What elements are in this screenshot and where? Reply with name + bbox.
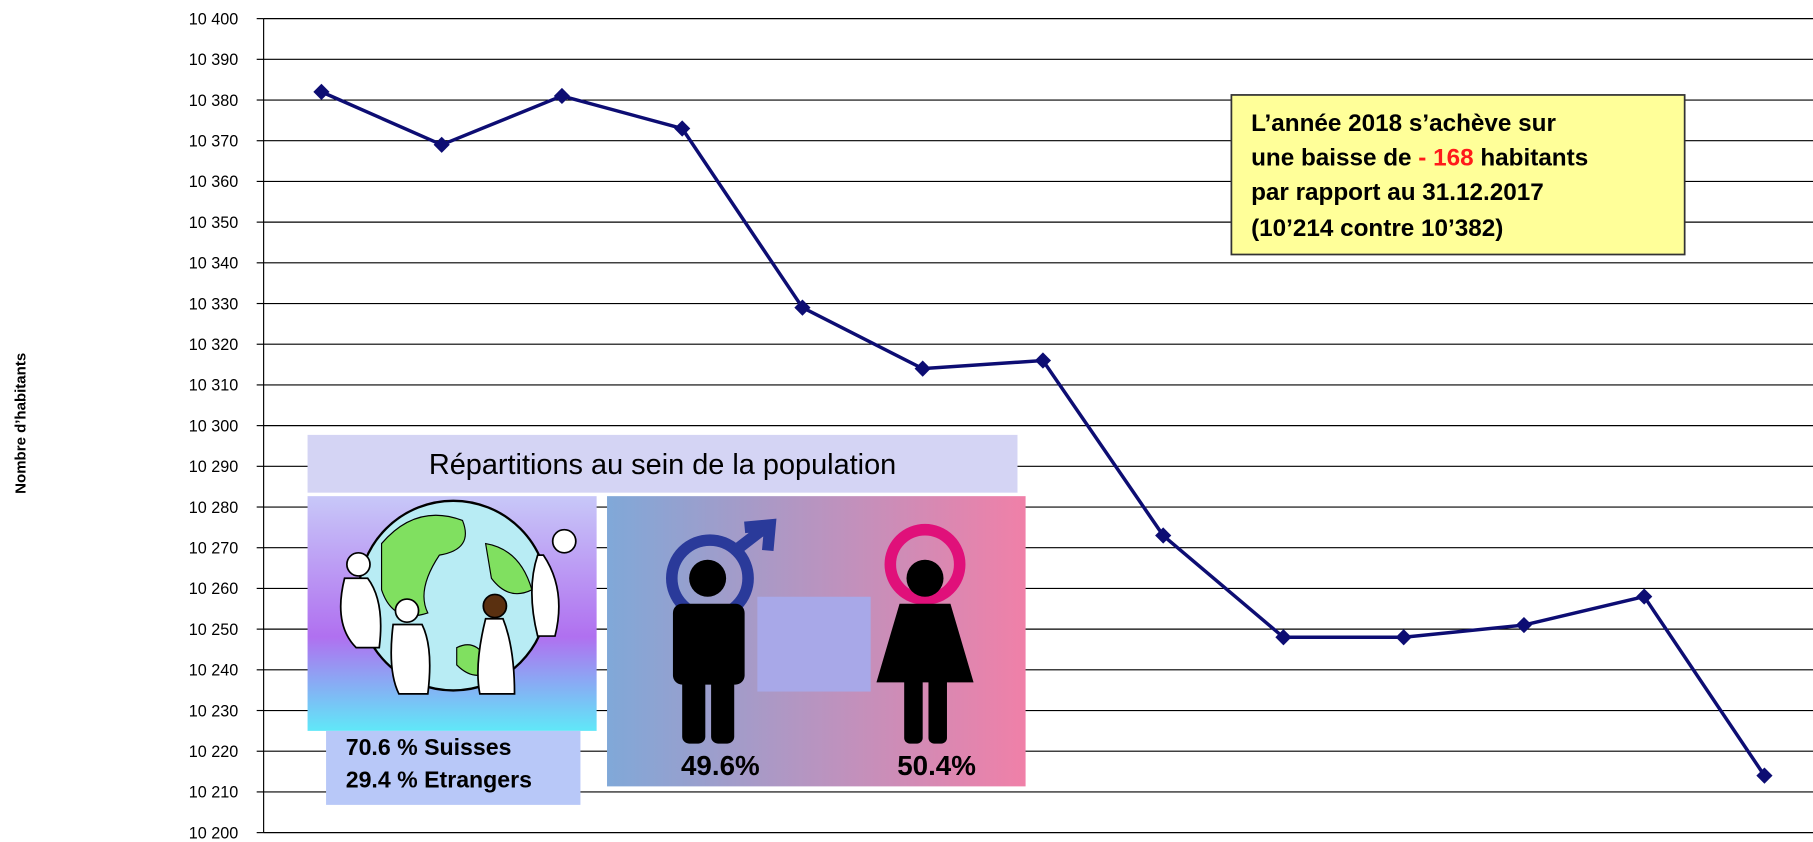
data-point bbox=[1516, 617, 1532, 633]
annotation-highlight: - 168 bbox=[1418, 144, 1473, 171]
y-tick-label: 10 360 bbox=[189, 173, 238, 191]
y-tick-label: 10 240 bbox=[189, 662, 238, 680]
y-tick-label: 10 200 bbox=[189, 824, 238, 842]
chart: Nombre d’habitants 10 200 10 210 10 220 10 … bbox=[0, 0, 1813, 842]
annotation-text: (10’214 contre 10’382) bbox=[1251, 215, 1503, 242]
inset: Répartitions au sein de la population 70… bbox=[308, 435, 1026, 805]
y-tick-label: 10 370 bbox=[189, 133, 238, 151]
swiss-share: 70.6 % Suisses bbox=[346, 734, 512, 760]
data-point bbox=[554, 88, 570, 104]
y-tick-label: 10 220 bbox=[189, 743, 238, 761]
y-tick-label: 10 270 bbox=[189, 540, 238, 558]
inset-title: Répartitions au sein de la population bbox=[429, 449, 896, 481]
y-tick-label: 10 320 bbox=[189, 336, 238, 354]
female-share: 50.4% bbox=[897, 750, 976, 781]
y-tick-label: 10 280 bbox=[189, 499, 238, 517]
data-point bbox=[1396, 629, 1412, 645]
y-tick-label: 10 260 bbox=[189, 580, 238, 598]
annotation-text: par rapport au 31.12.2017 bbox=[1251, 179, 1544, 206]
y-tick-label: 10 290 bbox=[189, 458, 238, 476]
y-tick-label: 10 250 bbox=[189, 621, 238, 639]
annotation-text: habitants bbox=[1474, 144, 1589, 171]
annotation-text: une baisse de - 168 habitants bbox=[1251, 144, 1588, 171]
y-tick-label: 10 300 bbox=[189, 417, 238, 435]
annotation: L’année 2018 s’achève sur une baisse de … bbox=[1231, 95, 1684, 255]
annotation-text: L’année 2018 s’achève sur bbox=[1251, 110, 1556, 137]
y-tick-label: 10 380 bbox=[189, 92, 238, 110]
y-axis-title: Nombre d’habitants bbox=[12, 353, 29, 494]
center-square bbox=[757, 597, 870, 692]
annotation-text: une baisse de bbox=[1251, 144, 1418, 171]
y-tick-label: 10 210 bbox=[189, 784, 238, 802]
y-tick-label: 10 330 bbox=[189, 295, 238, 313]
foreign-share: 29.4 % Etrangers bbox=[346, 767, 532, 793]
y-tick-label: 10 340 bbox=[189, 255, 238, 273]
y-tick-label: 10 350 bbox=[189, 214, 238, 232]
y-tick-label: 10 310 bbox=[189, 377, 238, 395]
y-tick-label: 10 230 bbox=[189, 702, 238, 720]
male-share: 49.6% bbox=[681, 750, 760, 781]
data-point bbox=[313, 84, 329, 100]
y-tick-label: 10 390 bbox=[189, 51, 238, 69]
y-tick-label: 10 400 bbox=[189, 10, 238, 28]
data-point bbox=[434, 137, 450, 153]
data-point bbox=[915, 361, 931, 377]
